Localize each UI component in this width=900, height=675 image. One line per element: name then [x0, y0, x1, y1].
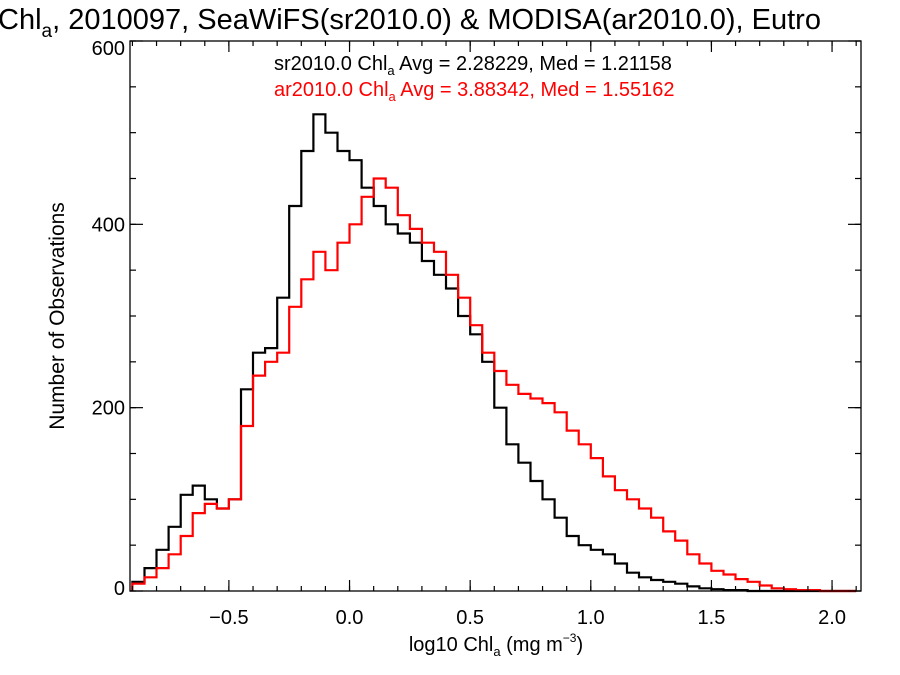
y-tick-label: 0: [114, 578, 125, 600]
x-tick-label: 0.5: [456, 607, 484, 629]
x-tick-label: 1.5: [698, 607, 726, 629]
y-tick-label: 600: [92, 38, 125, 60]
x-tick-label: −0.5: [209, 607, 248, 629]
x-tick-label: 1.0: [577, 607, 605, 629]
series-line-1: [131, 177, 857, 593]
y-axis-label: Number of Observations: [46, 202, 69, 430]
chart-title: Chla, 2010097, SeaWiFS(sr2010.0) & MODIS…: [0, 4, 821, 42]
series-layer: [131, 113, 857, 593]
x-tick-label: 0.0: [336, 607, 364, 629]
annotation-sr2010: sr2010.0 Chla Avg = 2.28229, Med = 1.211…: [274, 53, 672, 78]
y-tick-label: 200: [92, 398, 125, 420]
annotation-ar2010: ar2010.0 Chla Avg = 3.88342, Med = 1.551…: [274, 79, 675, 104]
x-tick-label: 2.0: [818, 607, 846, 629]
y-tick-label: 400: [92, 214, 125, 236]
plot-frame: [129, 40, 862, 592]
ticks-layer: −0.5 0.0 0.5 1.0 1.5 2.0 0 200 400 600: [92, 38, 861, 629]
x-axis-label: log10 Chla (mg m−3): [409, 631, 583, 659]
